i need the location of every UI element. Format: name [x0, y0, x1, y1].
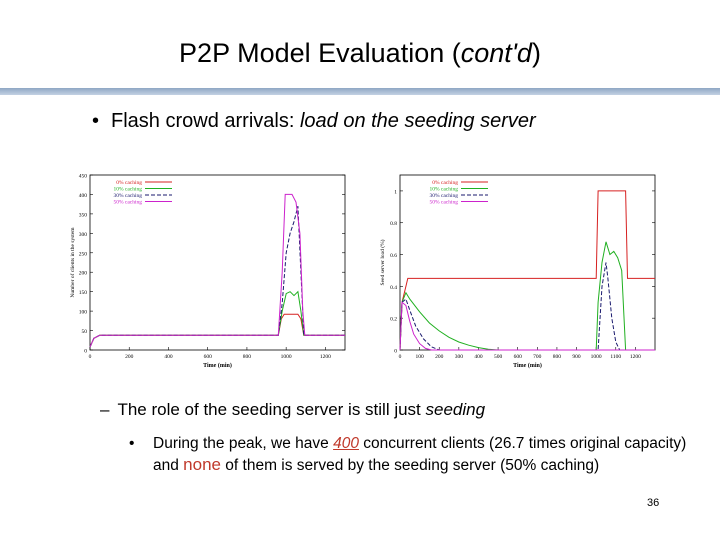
sub-bullet-2-p2: concurrent clients (26.7 times original … — [153, 435, 687, 474]
y-tick-label: 450 — [79, 174, 88, 180]
legend-label: 30% caching — [429, 193, 458, 199]
slide-title: P2P Model Evaluation (cont'd) — [0, 38, 720, 69]
x-tick-label: 0 — [399, 354, 402, 360]
legend-label: 30% caching — [113, 193, 142, 199]
peak-client-count: 400 — [333, 435, 359, 452]
x-tick-label: 700 — [533, 354, 542, 360]
bullet-1-plain: Flash crowd arrivals: — [111, 110, 300, 132]
x-tick-label: 400 — [474, 354, 483, 360]
y-tick-label: 0 — [84, 349, 87, 355]
legend-label: 0% caching — [432, 180, 458, 186]
y-tick-label: 350 — [79, 212, 88, 218]
series-line-3 — [399, 301, 655, 351]
y-axis-label: Number of clients in the system — [69, 227, 76, 298]
title-main: P2P Model Evaluation ( — [179, 38, 461, 68]
x-tick-label: 600 — [204, 354, 213, 360]
legend-label: 50% caching — [429, 200, 458, 206]
series-line-2 — [399, 262, 655, 351]
none-highlight: none — [183, 455, 221, 474]
sub-bullet-2-p3: of them is served by the seeding server … — [221, 457, 600, 474]
y-tick-label: 0.4 — [390, 285, 397, 291]
y-tick-label: 50 — [82, 329, 88, 335]
sub-bullet-1: – The role of the seeding server is still… — [100, 400, 485, 420]
sub-bullet-2-p1: During the peak, we have — [153, 435, 334, 452]
y-tick-label: 0.2 — [390, 317, 397, 323]
legend-label: 50% caching — [113, 200, 142, 206]
sub-bullet-1-plain: The role of the seeding server is still … — [117, 400, 426, 419]
y-tick-label: 1 — [394, 189, 397, 195]
x-tick-label: 100 — [415, 354, 424, 360]
plot-frame — [89, 174, 346, 351]
x-tick-label: 900 — [572, 354, 581, 360]
sub-bullet-2: • During the peak, we have 400 concurrent… — [129, 433, 699, 476]
x-tick-label: 800 — [553, 354, 562, 360]
y-tick-label: 250 — [79, 251, 88, 257]
x-axis-label: Time (min) — [513, 362, 542, 369]
y-tick-label: 0.6 — [390, 253, 397, 259]
title-italic: cont'd — [460, 38, 532, 68]
x-tick-label: 800 — [243, 354, 252, 360]
sub-bullet-1-italic: seeding — [425, 400, 486, 419]
x-tick-label: 1000 — [281, 354, 292, 360]
x-tick-label: 500 — [494, 354, 503, 360]
series-line-2 — [89, 205, 345, 348]
bullet-dot: • — [129, 435, 135, 452]
y-tick-label: 200 — [79, 271, 88, 277]
y-axis-label: Seed server load (%) — [379, 239, 386, 285]
y-tick-label: 300 — [79, 232, 88, 238]
y-tick-label: 150 — [79, 290, 88, 296]
bullet-dot: • — [92, 110, 100, 132]
x-tick-label: 200 — [125, 354, 134, 360]
chart-clients-in-system: 0 50 100 150 200 250 300 350 400 450 0 200 400 600 800… — [60, 170, 350, 375]
title-close: ) — [531, 38, 541, 68]
x-tick-label: 1000 — [591, 354, 602, 360]
x-tick-label: 0 — [89, 354, 92, 360]
x-tick-label: 1100 — [610, 354, 621, 360]
series-line-0 — [89, 313, 345, 348]
legend-label: 10% caching — [429, 187, 458, 193]
y-tick-label: 0.8 — [390, 221, 397, 227]
legend-label: 10% caching — [113, 187, 142, 193]
series-line-1 — [89, 290, 345, 348]
x-tick-label: 200 — [435, 354, 444, 360]
y-tick-label: 400 — [79, 193, 88, 199]
page-number: 36 — [647, 497, 660, 509]
y-tick-label: 100 — [79, 310, 88, 316]
series-line-1 — [399, 241, 655, 351]
x-tick-label: 1200 — [320, 354, 331, 360]
y-tick-label: 0 — [394, 349, 397, 355]
x-tick-label: 1200 — [630, 354, 641, 360]
legend-label: 0% caching — [116, 180, 142, 186]
x-tick-label: 300 — [455, 354, 464, 360]
title-divider — [0, 88, 720, 95]
x-tick-label: 600 — [514, 354, 523, 360]
x-axis-label: Time (min) — [203, 362, 232, 369]
bullet-1-italic: load on the seeding server — [299, 110, 536, 132]
x-tick-label: 400 — [164, 354, 173, 360]
bullet-point-1: • Flash crowd arrivals: load on the seedi… — [92, 110, 536, 133]
series-line-0 — [399, 190, 655, 351]
series-line-3 — [89, 193, 345, 348]
dash-marker: – — [100, 400, 110, 419]
chart-seed-server-load: 0 0.2 0.4 0.6 0.8 1 0 100 200 300 400 500 600 700 800 9… — [368, 170, 660, 375]
